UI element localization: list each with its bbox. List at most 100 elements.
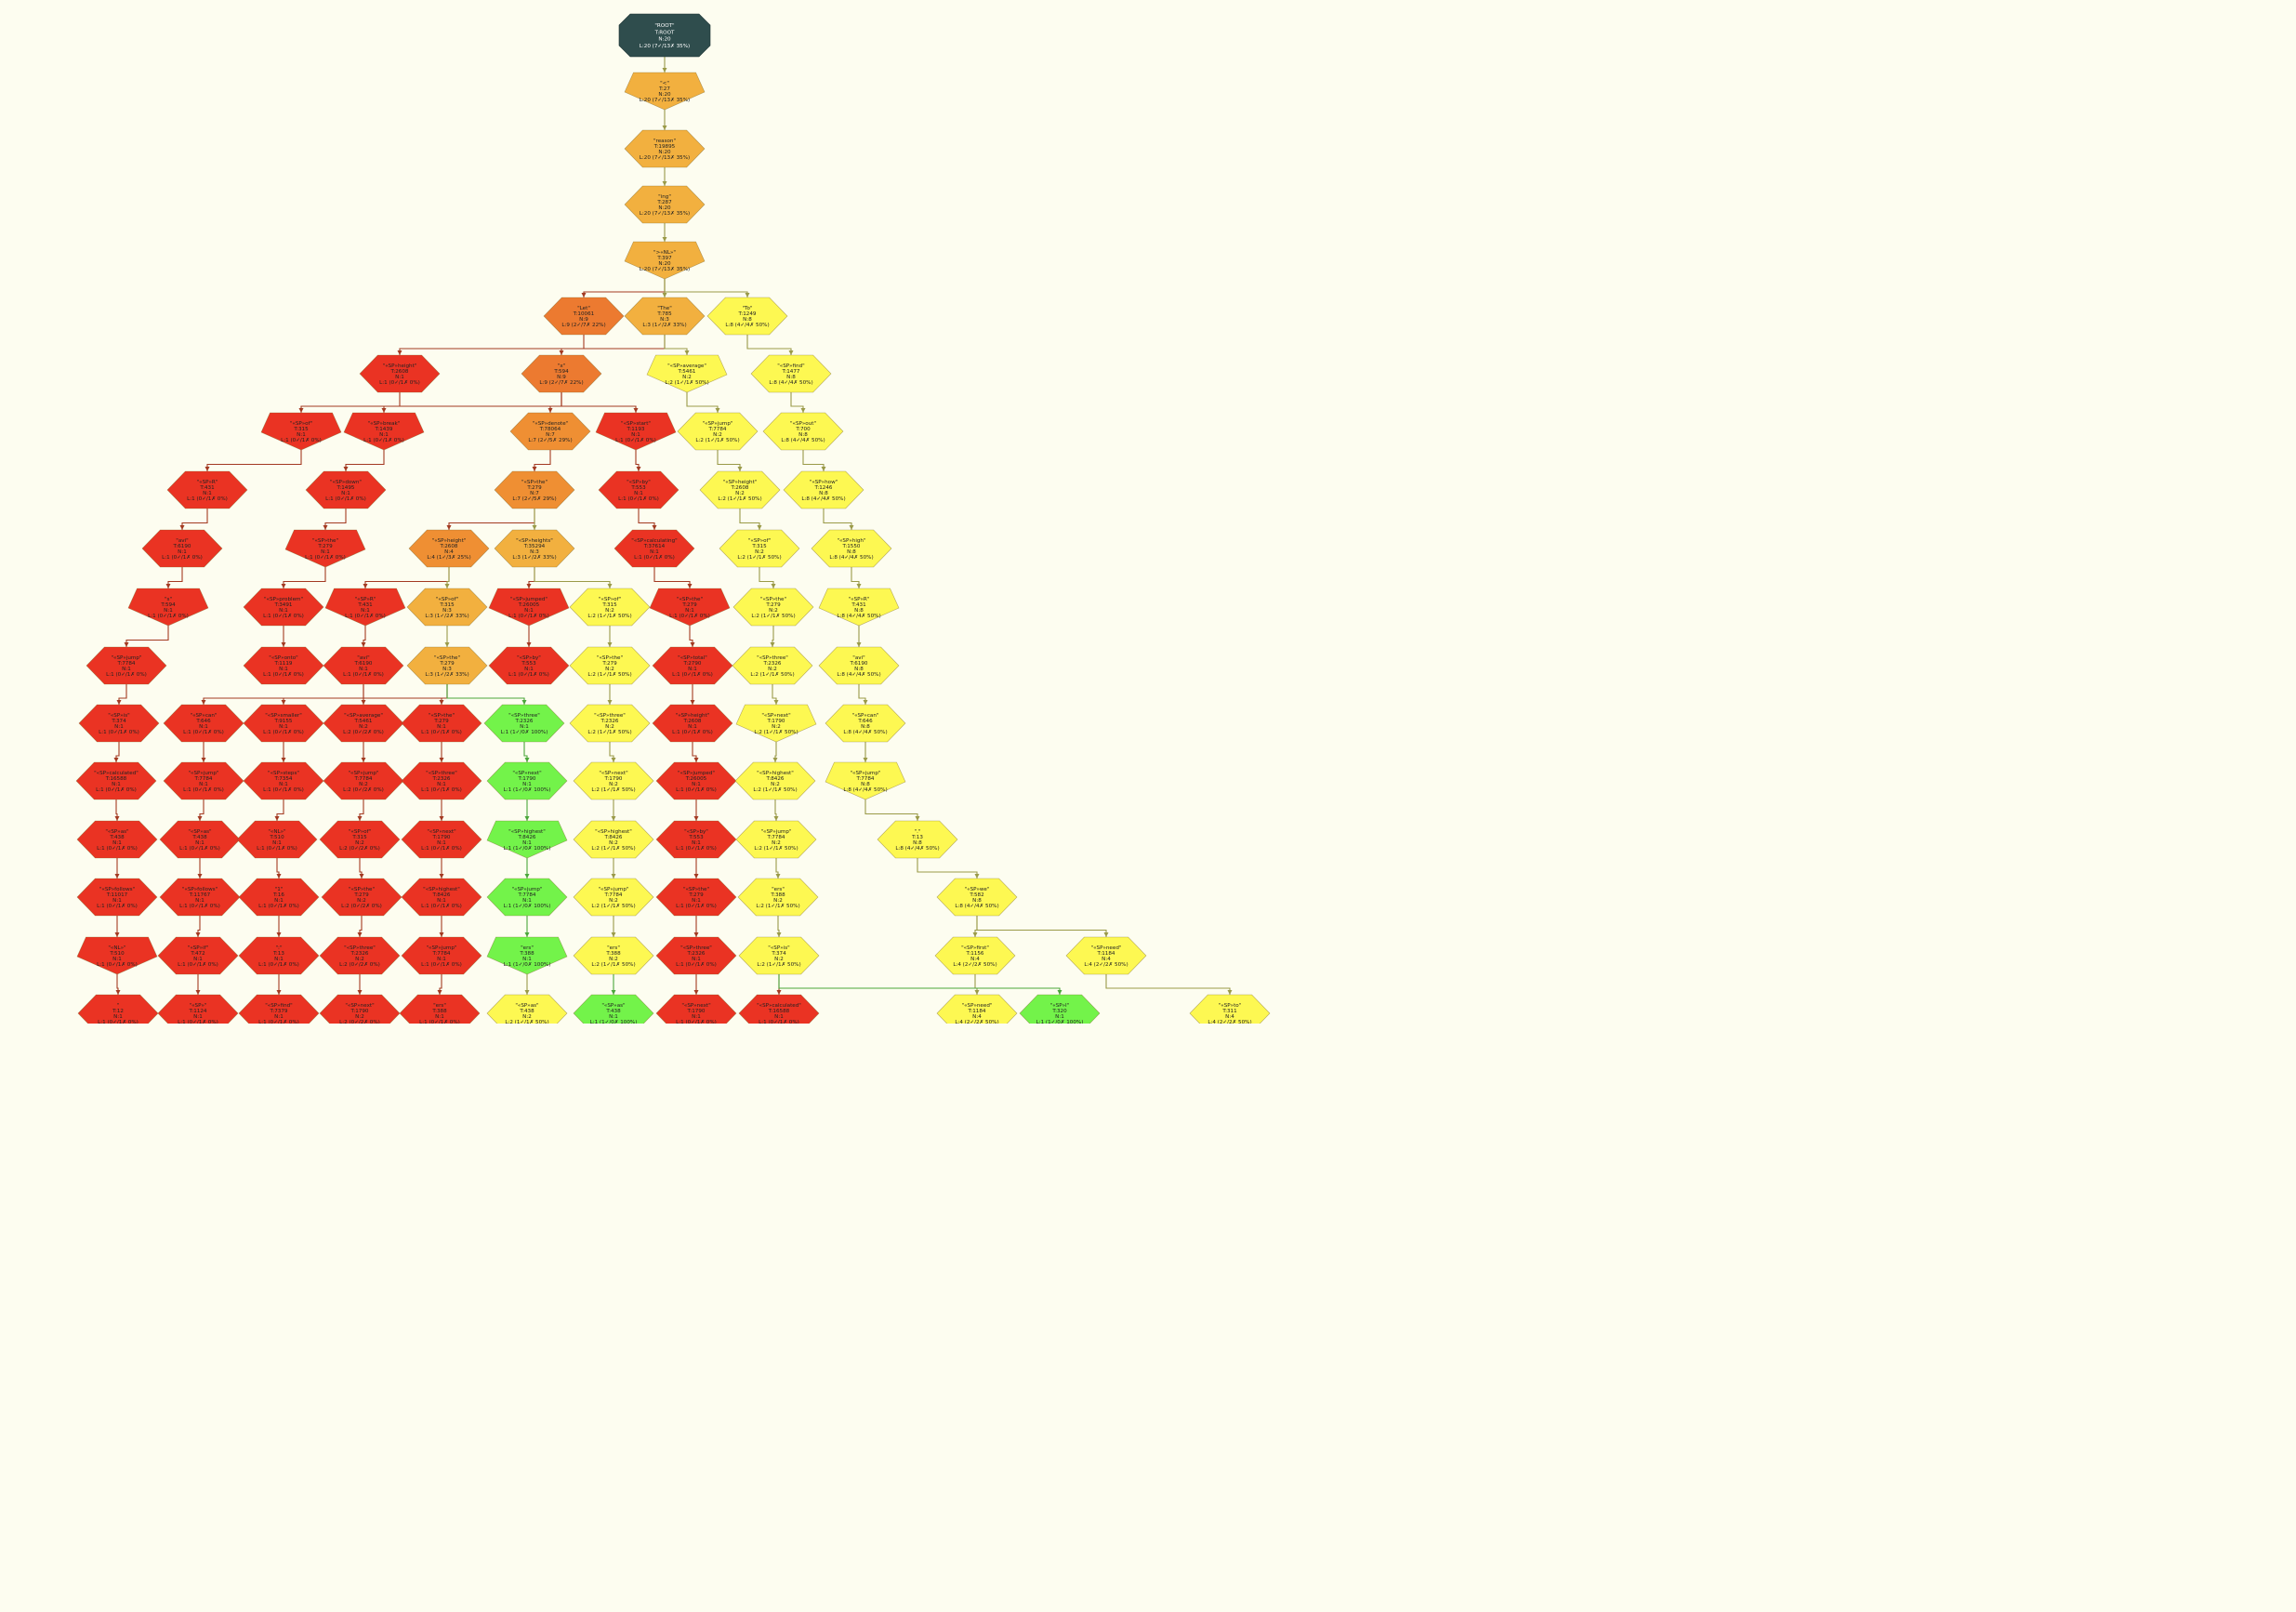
tree-node: ":"T:13N:1L:1 (0✓/1✗ 0%) [238,936,320,975]
node-label-line: T:646 [195,719,211,724]
node-shape [359,354,441,393]
edge-arrowhead [693,816,699,821]
node-label-line: "«SP»of" [599,597,622,602]
node-label-line: T:35294 [523,544,546,549]
tree-edge [917,858,978,879]
node-label-line: T:279 [526,485,542,491]
node-label-line: "avi" [852,655,865,661]
node-shape [738,936,820,975]
node-label-line: L:2 (0✓/2✗ 0%) [341,903,382,909]
node-label-line: L:2 (1✓/1✗ 50%) [591,786,635,793]
edge-arrowhead [116,700,122,705]
node-label-line: "«SP»to" [1219,1003,1242,1009]
node-label-line: T:26005 [518,602,540,608]
node-shape [677,412,759,451]
node-label-line: L:1 (0✓/1✗ 0%) [96,786,137,793]
node-label-line: N:1 [609,1014,618,1020]
node-label-line: "«SP»onto" [269,655,298,661]
edge-arrowhead [863,758,868,762]
node-label-line: N:1 [395,375,404,380]
edge-arrowhead [197,816,203,821]
node-label-line: N:8 [861,782,870,787]
edge-arrowhead [201,758,206,762]
node-shape [737,878,819,917]
node-shape [655,820,737,859]
node-shape [401,761,482,800]
edge-arrowhead [684,350,690,355]
node-label-line: "«SP»R" [355,597,376,602]
tree-edges [113,54,1233,995]
node-shape [76,878,158,917]
node-label-line: L:1 (0✓/1✗ 0%) [421,961,462,968]
edge-arrowhead [662,237,667,242]
edge-arrowhead [281,584,286,588]
node-label-line: N:2 [772,840,781,846]
node-label-line: T:7354 [274,776,293,782]
node-label-line: N:1 [195,840,205,846]
node-label-line: T:7784 [518,892,536,898]
node-label-line: "«SP»jump" [760,829,791,835]
node-label-line: N:2 [774,957,784,962]
node-label-line: T:7784 [117,661,136,667]
node-label-line: L:1 (0✓/1✗ 0%) [263,671,304,678]
node-label-line: T:553 [521,661,536,667]
node-label-line: L:4 (2✓/2✗ 50%) [953,961,996,968]
edge-arrowhead [745,293,750,297]
tree-edge [181,509,208,530]
node-label-line: "«SP»by" [684,829,708,835]
node-label-line: L:1 (1✓/0✗ 100%) [590,1019,638,1024]
tree-edge [739,509,760,530]
node-shape [323,761,404,800]
node-label-line: L:3 (1✓/2✗ 33%) [425,671,468,678]
node-label-line: L:2 (0✓/2✗ 0%) [343,729,384,735]
edge-arrowhead [611,874,616,879]
node-label-line: "«SP»R" [849,597,870,602]
node-label-line: L:20 (7✓/13✗ 35%) [640,154,690,161]
node-label-line: N:8 [786,375,796,380]
tree-edge [686,392,719,413]
node-shape [305,470,387,509]
node-label-line: N:4 [970,957,980,962]
edge-arrowhead [439,700,444,705]
node-shape [324,588,406,627]
node-label-line: "«SP»the" [521,480,548,485]
node-label-line: L:2 (0✓/2✗ 0%) [343,786,384,793]
edge-arrowhead [439,874,444,879]
edge-arrowhead [281,700,286,705]
node-label-line: "«SP»three" [757,655,788,661]
node-label-line: L:2 (0✓/2✗ 0%) [339,845,380,852]
edge-arrowhead [113,758,119,762]
node-label-line: "«SP»first" [961,945,989,951]
edge-arrowhead [757,525,762,530]
node-label-line: T:279 [688,892,704,898]
node-shape [488,646,570,685]
node-shape [243,588,324,627]
node-shape [406,588,488,627]
node-label-line: "ers" [433,1003,446,1009]
node-shape [486,761,568,800]
node-label-line: T:8426 [518,835,536,840]
node-label-line: T:19895 [653,144,676,150]
edge-arrowhead [205,467,210,471]
node-label-line: L:20 (7✓/13✗ 35%) [640,210,690,217]
node-shape [401,704,482,743]
edge-arrowhead [772,758,778,762]
node-label-line: T:431 [357,602,373,608]
